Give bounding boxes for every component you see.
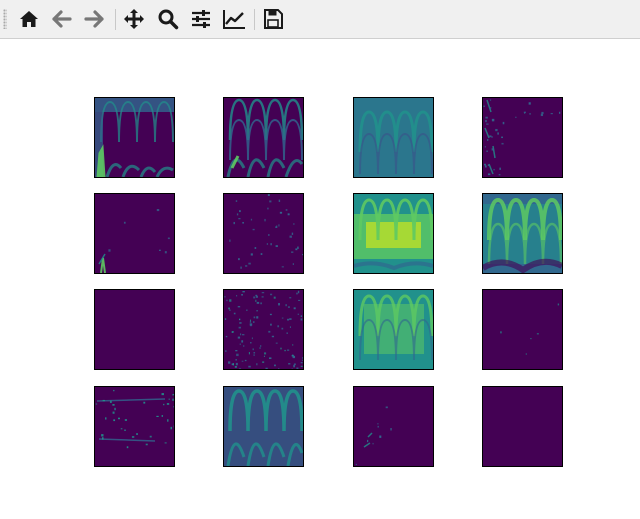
subplot-5 (94, 193, 175, 274)
feature-map-image (95, 387, 174, 466)
subplot-8 (482, 193, 563, 274)
feature-map-image (354, 290, 433, 369)
toolbar-grip[interactable] (3, 9, 7, 29)
feature-map-image (95, 98, 174, 177)
toolbar-separator (115, 9, 116, 30)
feature-map-image (224, 194, 303, 273)
subplot-4 (482, 97, 563, 178)
save-button[interactable] (260, 6, 286, 32)
floppy-icon (264, 9, 283, 29)
feature-map-image (95, 290, 174, 369)
arrow-right-icon (84, 10, 104, 28)
feature-map-image (483, 387, 562, 466)
feature-map-image (224, 387, 303, 466)
feature-map-image (354, 98, 433, 177)
move-icon (124, 9, 144, 29)
magnifier-icon (158, 9, 179, 30)
subplot-3 (353, 97, 434, 178)
subplot-9 (94, 289, 175, 370)
subplot-1 (94, 97, 175, 178)
feature-map-image (483, 98, 562, 177)
figure-canvas[interactable] (0, 39, 640, 519)
feature-map-image (95, 194, 174, 273)
subplot-6 (223, 193, 304, 274)
feature-map-image (483, 290, 562, 369)
subplot-14 (223, 386, 304, 467)
home-button[interactable] (16, 6, 42, 32)
navigation-toolbar (0, 0, 640, 39)
edit-axis-button[interactable] (221, 6, 247, 32)
subplot-2 (223, 97, 304, 178)
subplot-16 (482, 386, 563, 467)
zoom-button[interactable] (155, 6, 181, 32)
forward-button[interactable] (81, 6, 107, 32)
line-chart-icon (223, 10, 245, 29)
subplot-12 (482, 289, 563, 370)
toolbar-separator (254, 9, 255, 30)
subplot-7 (353, 193, 434, 274)
back-button[interactable] (49, 6, 75, 32)
subplot-13 (94, 386, 175, 467)
configure-subplots-button[interactable] (188, 6, 214, 32)
sliders-icon (192, 10, 210, 28)
subplot-15 (353, 386, 434, 467)
feature-map-image (224, 98, 303, 177)
feature-map-image (354, 194, 433, 273)
feature-map-image (354, 387, 433, 466)
pan-button[interactable] (121, 6, 147, 32)
subplot-10 (223, 289, 304, 370)
home-icon (20, 11, 38, 27)
arrow-left-icon (52, 10, 72, 28)
subplot-11 (353, 289, 434, 370)
feature-map-image (483, 194, 562, 273)
feature-map-image (224, 290, 303, 369)
